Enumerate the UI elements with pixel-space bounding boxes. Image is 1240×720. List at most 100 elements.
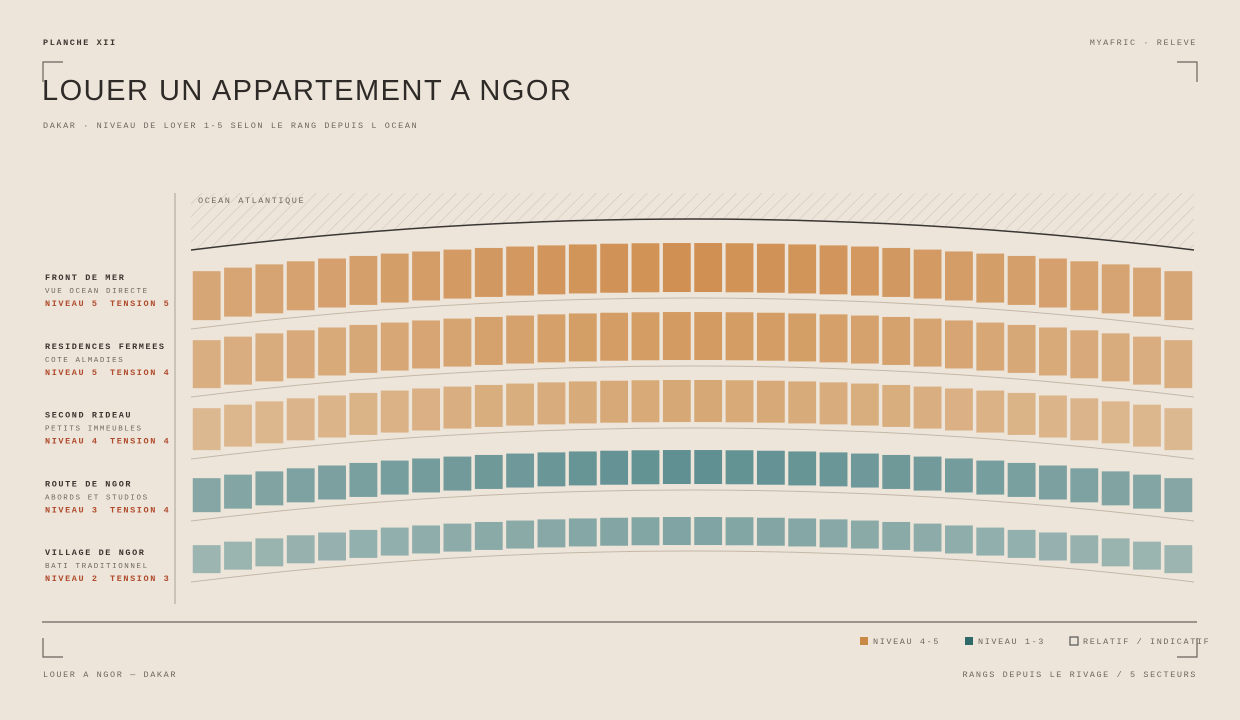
unit-tile	[1007, 462, 1036, 497]
unit-tile	[318, 465, 346, 500]
unit-tile	[537, 519, 566, 548]
unit-tile	[662, 380, 691, 423]
row-description: BATI TRADITIONNEL	[45, 563, 149, 571]
unit-tile	[945, 388, 973, 431]
unit-tile	[443, 318, 472, 367]
unit-tile	[224, 541, 252, 570]
row-description: PETITS IMMEUBLES	[45, 426, 143, 434]
unit-tile	[255, 471, 284, 506]
unit-tile	[537, 382, 566, 425]
row-name: ROUTE DE NGOR	[45, 479, 132, 489]
unit-tile	[412, 525, 440, 554]
unit-tile	[694, 312, 723, 361]
unit-tile	[694, 517, 723, 546]
unit-tile	[756, 243, 785, 293]
unit-tile	[976, 322, 1005, 371]
unit-tile	[725, 380, 754, 423]
unit-tile	[443, 523, 472, 552]
unit-tile	[976, 527, 1005, 556]
unit-tile	[474, 316, 503, 365]
unit-tile	[286, 535, 315, 564]
legend: NIVEAU 4-5 NIVEAU 1-3 RELATIF / INDICATIF	[860, 636, 1210, 647]
unit-tile	[255, 264, 284, 314]
title: LOUER UN APPARTEMENT A NGOR	[42, 75, 572, 107]
unit-tile	[725, 517, 754, 546]
unit-tile	[474, 247, 503, 297]
footer-left: LOUER A NGOR — DAKAR	[43, 670, 177, 680]
unit-tile	[380, 460, 409, 495]
unit-tile	[788, 518, 817, 547]
unit-tile	[945, 251, 973, 301]
unit-tile	[945, 320, 973, 369]
unit-tile	[600, 450, 629, 485]
unit-tile	[1039, 465, 1067, 500]
unit-tile	[694, 243, 723, 293]
unit-tile	[1164, 408, 1193, 451]
unit-tile	[756, 312, 785, 361]
unit-tile	[380, 322, 409, 371]
unit-tile	[1007, 255, 1036, 305]
unit-tile	[882, 384, 911, 427]
row-description: VUE OCEAN DIRECTE	[45, 288, 149, 296]
source: MYAFRIC · RELEVE	[1090, 38, 1197, 48]
legend-swatch	[1069, 636, 1079, 646]
row-name: VILLAGE DE NGOR	[45, 548, 146, 558]
unit-tile	[286, 330, 315, 379]
unit-tile	[945, 458, 973, 493]
unit-tile	[1133, 336, 1161, 385]
unit-tile	[1039, 258, 1067, 308]
unit-tile	[506, 520, 535, 549]
unit-tile	[1164, 545, 1193, 574]
unit-tile	[412, 458, 440, 493]
unit-tile	[506, 453, 535, 488]
unit-tile	[756, 517, 785, 546]
unit-tile	[1039, 532, 1067, 561]
unit-tile	[474, 384, 503, 427]
unit-tile	[412, 251, 440, 301]
unit-tile	[600, 380, 629, 423]
row-description: ABORDS ET STUDIOS	[45, 494, 149, 502]
row-curve	[190, 297, 1195, 330]
unit-tile	[1101, 401, 1130, 444]
unit-tile	[474, 454, 503, 489]
row-name: FRONT DE MER	[45, 273, 125, 283]
unit-tile	[662, 312, 691, 361]
ocean-label: OCEAN ATLANTIQUE	[198, 196, 305, 206]
unit-tile	[224, 404, 252, 447]
unit-tile	[631, 243, 660, 293]
unit-tile	[788, 313, 817, 362]
unit-tile	[631, 312, 660, 361]
legend-label: RELATIF / INDICATIF	[1083, 637, 1210, 647]
unit-tile	[1039, 327, 1067, 376]
unit-tile	[819, 519, 848, 548]
unit-tile	[850, 246, 879, 296]
unit-tile	[1007, 529, 1036, 558]
unit-tile	[1101, 264, 1130, 314]
row-curve	[190, 550, 1195, 583]
unit-tile	[631, 450, 660, 485]
unit-tile	[1101, 471, 1130, 506]
unit-tile	[474, 521, 503, 550]
unit-tile	[913, 523, 942, 552]
unit-tile	[976, 390, 1005, 433]
unit-tile	[725, 312, 754, 361]
unit-tile	[1133, 267, 1161, 317]
unit-tile	[882, 316, 911, 365]
unit-tile	[1164, 271, 1193, 321]
row-level: NIVEAU 3	[45, 505, 99, 515]
unit-tile	[255, 401, 284, 444]
unit-tile	[600, 517, 629, 546]
unit-tile	[443, 386, 472, 429]
unit-tile	[1133, 404, 1161, 447]
legend-swatch	[965, 637, 973, 645]
row-description: COTE ALMADIES	[45, 357, 124, 365]
unit-tile	[1070, 261, 1099, 311]
unit-tile	[1070, 535, 1099, 564]
unit-tile	[788, 244, 817, 294]
unit-tile	[662, 450, 691, 485]
row-name: RESIDENCES FERMEES	[45, 342, 166, 352]
footer-right: RANGS DEPUIS LE RIVAGE / 5 SECTEURS	[962, 670, 1197, 680]
row-curve	[190, 365, 1195, 398]
unit-tile	[600, 312, 629, 361]
unit-tile	[443, 456, 472, 491]
